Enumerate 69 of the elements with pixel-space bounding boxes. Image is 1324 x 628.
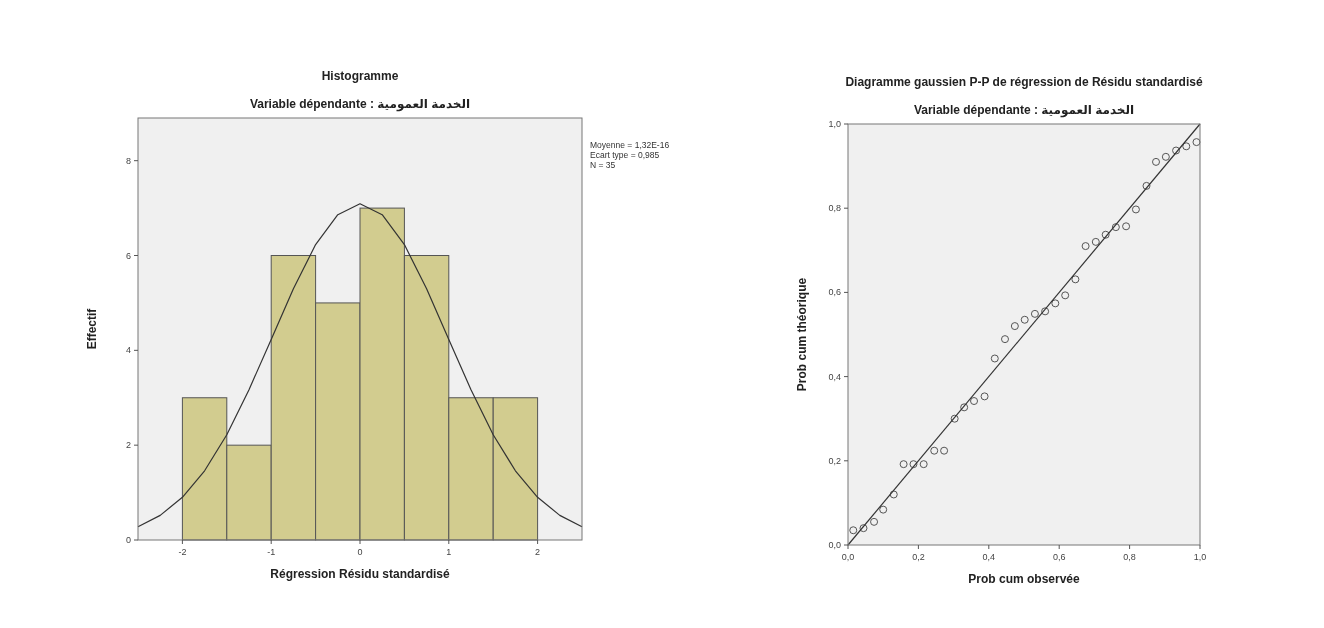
point bbox=[940, 446, 949, 455]
point bbox=[1142, 181, 1151, 190]
point bbox=[870, 517, 879, 526]
point bbox=[1192, 138, 1201, 147]
x-axis-title: Régression Résidu standardisé bbox=[270, 567, 451, 581]
chart-subtitle: Variable dépendante : الخدمة العمومية bbox=[249, 97, 471, 112]
y-tick-label: 1,0 bbox=[828, 119, 841, 129]
chart-subtitle: Variable dépendante : الخدمة العمومية bbox=[913, 103, 1135, 118]
x-tick-label: 1,0 bbox=[1193, 552, 1207, 562]
point bbox=[1161, 152, 1170, 161]
text: Moyenne = 1,32E-16 bbox=[590, 140, 670, 150]
point bbox=[1111, 223, 1120, 232]
text: Ecart type = 0,985 bbox=[590, 150, 660, 160]
point bbox=[909, 460, 918, 469]
point bbox=[1182, 142, 1191, 151]
point bbox=[1061, 291, 1070, 300]
point bbox=[1172, 146, 1181, 155]
y-axis-title: Prob cum théorique bbox=[795, 277, 809, 392]
y-tick-label: 0 bbox=[125, 535, 131, 545]
text: N = 35 bbox=[590, 160, 616, 170]
x-tick-label: 0,0 bbox=[841, 552, 855, 562]
x-tick-label: 2 bbox=[535, 547, 541, 557]
x-axis-title: Prob cum observée bbox=[968, 572, 1081, 586]
point bbox=[1101, 230, 1110, 239]
x-tick-label: 0 bbox=[357, 547, 363, 557]
y-tick-label: 0,8 bbox=[828, 203, 841, 214]
point bbox=[859, 524, 868, 533]
y-tick-label: 8 bbox=[125, 155, 131, 166]
point bbox=[970, 397, 979, 406]
point bbox=[1081, 242, 1090, 251]
point bbox=[879, 505, 888, 514]
point bbox=[1030, 309, 1039, 318]
x-tick-label: -2 bbox=[178, 547, 187, 557]
point bbox=[919, 460, 928, 469]
y-tick-label: 6 bbox=[125, 250, 131, 261]
point bbox=[1131, 205, 1140, 214]
x-tick-label: -1 bbox=[267, 547, 276, 557]
point bbox=[1020, 315, 1029, 324]
x-tick-label: 0,4 bbox=[982, 552, 996, 562]
point bbox=[990, 354, 999, 363]
y-tick-label: 0,0 bbox=[828, 540, 841, 550]
chart-title: Diagramme gaussien P-P de régression de Résidu standardisé bbox=[845, 75, 1203, 89]
point bbox=[889, 490, 898, 499]
point bbox=[1051, 299, 1060, 308]
point bbox=[1041, 307, 1050, 316]
point bbox=[960, 403, 969, 412]
x-tick-label: 0,8 bbox=[1123, 552, 1136, 562]
chart-title: Histogramme bbox=[321, 69, 399, 83]
point bbox=[1152, 157, 1160, 166]
point bbox=[1000, 335, 1009, 344]
y-tick-label: 0,6 bbox=[828, 287, 841, 298]
point bbox=[1122, 222, 1131, 231]
y-tick-label: 0,4 bbox=[828, 371, 841, 382]
x-tick-label: 0,6 bbox=[1052, 552, 1066, 562]
point bbox=[1071, 275, 1080, 284]
point bbox=[1010, 322, 1019, 331]
point bbox=[980, 392, 989, 401]
y-tick-label: 0,2 bbox=[828, 455, 841, 466]
point bbox=[899, 460, 908, 469]
point bbox=[849, 526, 858, 535]
x-tick-label: 0,2 bbox=[912, 552, 925, 562]
line-series bbox=[137, 203, 583, 528]
y-tick-label: 4 bbox=[125, 345, 131, 356]
y-axis-title: Effectif bbox=[85, 307, 99, 350]
point bbox=[950, 414, 959, 423]
point bbox=[930, 446, 939, 455]
x-tick-label: 1 bbox=[446, 547, 452, 557]
point bbox=[1091, 237, 1100, 246]
y-tick-label: 2 bbox=[125, 440, 131, 451]
